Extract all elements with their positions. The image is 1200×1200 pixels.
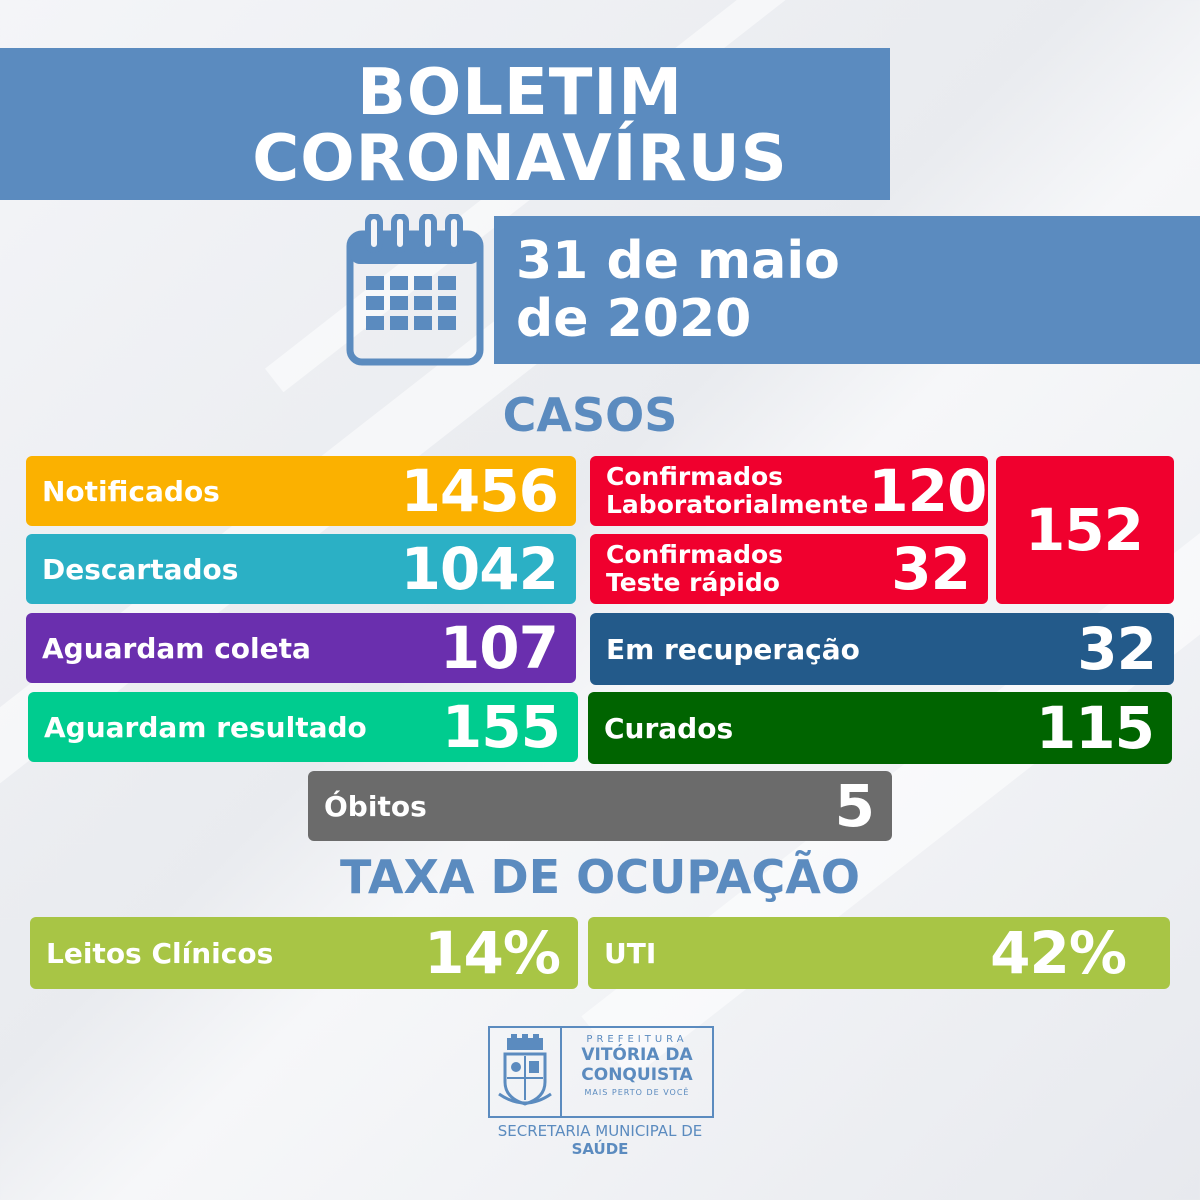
card-confirmados-total: 152	[996, 456, 1174, 604]
cases-heading: CASOS	[502, 388, 678, 442]
card-leitos-clinicos: Leitos Clínicos 14%	[30, 917, 578, 989]
date-banner: 31 de maio de 2020	[494, 216, 1200, 364]
title-banner: BOLETIM CORONAVÍRUS	[0, 48, 890, 200]
confirmados-rapido-line-2: Teste rápido	[606, 568, 780, 597]
card-curados: Curados 115	[588, 692, 1172, 764]
logo-slogan: MAIS PERTO DE VOCÊ	[584, 1088, 690, 1097]
confirmados-rapido-label: Confirmados Teste rápido	[606, 541, 783, 597]
uti-label: UTI	[604, 936, 657, 970]
secretaria-caption: SECRETARIA MUNICIPAL DE SAÚDE	[440, 1122, 760, 1158]
card-aguardam-resultado: Aguardam resultado 155	[28, 692, 578, 762]
descartados-label: Descartados	[42, 552, 239, 586]
calendar-icon	[346, 214, 484, 366]
confirmados-lab-value: 120	[868, 457, 987, 525]
title-line-1: BOLETIM	[357, 56, 683, 130]
aguardam-resultado-label: Aguardam resultado	[44, 710, 367, 744]
logo-city-line-1: VITÓRIA DA	[581, 1045, 693, 1065]
occupancy-heading: TAXA DE OCUPAÇÃO	[340, 850, 860, 904]
card-obitos: Óbitos 5	[308, 771, 892, 841]
logo-text: PREFEITURA VITÓRIA DA CONQUISTA MAIS PER…	[562, 1028, 712, 1116]
aguardam-coleta-label: Aguardam coleta	[42, 631, 311, 665]
curados-label: Curados	[604, 711, 734, 745]
obitos-value: 5	[834, 772, 875, 840]
date-line-1: 31 de maio	[516, 231, 840, 291]
card-descartados: Descartados 1042	[26, 534, 576, 604]
notificados-value: 1456	[400, 457, 559, 525]
logo-city-line-2: CONQUISTA	[581, 1065, 693, 1085]
descartados-value: 1042	[400, 535, 559, 603]
leitos-clinicos-label: Leitos Clínicos	[46, 936, 274, 970]
curados-value: 115	[1035, 694, 1155, 762]
prefeitura-logo: PREFEITURA VITÓRIA DA CONQUISTA MAIS PER…	[488, 1026, 714, 1118]
aguardam-resultado-value: 155	[441, 693, 561, 761]
notificados-label: Notificados	[42, 474, 220, 508]
em-recuperacao-value: 32	[1077, 615, 1157, 683]
uti-value: 42%	[990, 919, 1127, 987]
card-confirmados-rapido: Confirmados Teste rápido 32	[590, 534, 988, 604]
city-seal-icon	[490, 1028, 562, 1116]
leitos-clinicos-value: 14%	[424, 919, 561, 987]
secretaria-line: SECRETARIA MUNICIPAL DE	[497, 1122, 703, 1140]
confirmados-total-value: 152	[1024, 496, 1144, 564]
confirmados-rapido-value: 32	[891, 535, 971, 603]
card-confirmados-lab: Confirmados Laboratorialmente 120	[590, 456, 988, 526]
confirmados-lab-line-2: Laboratorialmente	[606, 490, 869, 519]
confirmados-rapido-line-1: Confirmados	[606, 540, 784, 569]
obitos-label: Óbitos	[324, 789, 427, 823]
aguardam-coleta-value: 107	[439, 614, 559, 682]
date-line-2: de 2020	[516, 289, 752, 349]
card-uti: UTI 42%	[588, 917, 1170, 989]
title-line-2: CORONAVÍRUS	[252, 122, 788, 196]
card-notificados: Notificados 1456	[26, 456, 576, 526]
confirmados-lab-label: Confirmados Laboratorialmente	[606, 463, 868, 519]
saude-line: SAÚDE	[571, 1140, 629, 1158]
em-recuperacao-label: Em recuperação	[606, 632, 860, 666]
confirmados-lab-line-1: Confirmados	[606, 462, 784, 491]
card-aguardam-coleta: Aguardam coleta 107	[26, 613, 576, 683]
card-em-recuperacao: Em recuperação 32	[590, 613, 1174, 685]
logo-prefeitura: PREFEITURA	[586, 1034, 688, 1045]
